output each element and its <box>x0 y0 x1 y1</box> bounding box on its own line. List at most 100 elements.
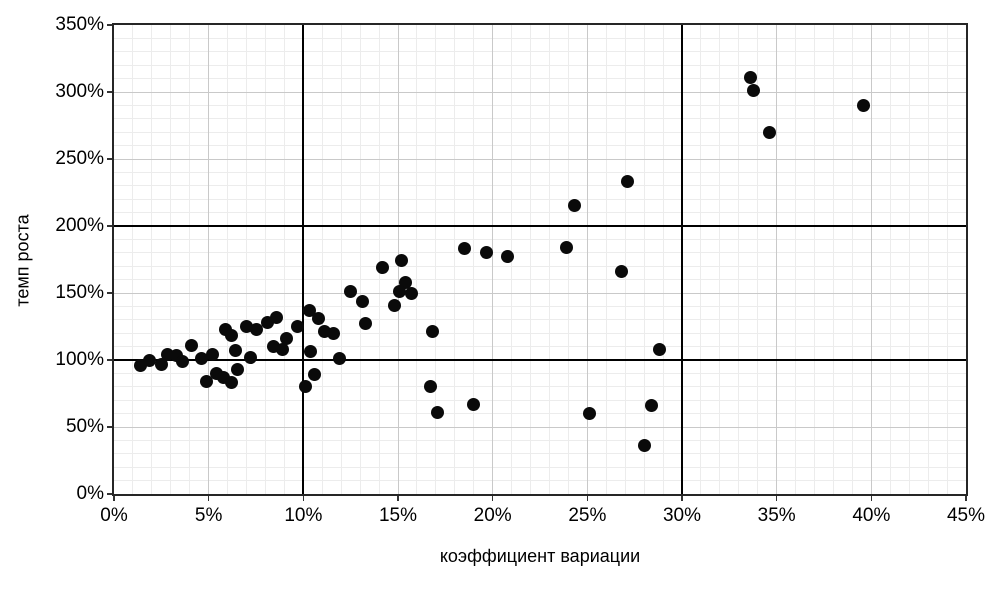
gridline-minor-v <box>454 25 456 494</box>
gridline-minor-v <box>832 25 834 494</box>
gridline-minor-v <box>416 25 418 494</box>
x-axis-tick-label: 20% <box>473 505 512 526</box>
gridline-major-v <box>776 25 778 494</box>
x-axis-tick <box>397 496 399 501</box>
x-axis-tick <box>586 496 589 501</box>
x-axis-tick-label: 10% <box>284 505 323 526</box>
data-point <box>200 374 214 388</box>
data-point <box>224 329 238 343</box>
gridline-minor-h <box>114 332 966 334</box>
y-axis-tick <box>107 359 112 361</box>
gridline-minor-v <box>227 25 229 494</box>
gridline-minor-h <box>114 319 966 321</box>
y-axis-tick-label: 100% <box>55 349 104 370</box>
gridline-major-v <box>586 25 588 494</box>
data-point <box>480 246 494 260</box>
gridline-minor-h <box>114 118 966 120</box>
gridline-minor-h <box>114 252 966 254</box>
gridline-minor-v <box>473 25 475 494</box>
data-point <box>194 352 208 366</box>
data-point <box>359 317 373 331</box>
gridline-minor-v <box>132 25 134 494</box>
gridline-minor-v <box>435 25 437 494</box>
gridline-major-h <box>114 91 966 93</box>
data-point <box>327 326 341 340</box>
data-point <box>567 199 581 213</box>
data-point <box>637 439 651 453</box>
data-point <box>857 98 871 112</box>
gridline-major-v <box>870 25 872 494</box>
data-point <box>387 298 401 312</box>
gridline-minor-v <box>548 25 550 494</box>
gridline-minor-v <box>321 25 323 494</box>
gridline-minor-h <box>114 51 966 53</box>
gridline-major-v <box>302 25 304 494</box>
x-axis-title: коэффициент вариации <box>439 546 641 566</box>
data-point <box>270 310 284 324</box>
gridline-minor-v <box>359 25 361 494</box>
gridline-minor-v <box>908 25 910 494</box>
x-axis-tick-label: 0% <box>100 505 128 526</box>
gridline-major-v <box>208 25 210 494</box>
gridline-major-h <box>114 158 966 160</box>
gridline-minor-h <box>114 198 966 200</box>
gridline-minor-v <box>700 25 702 494</box>
data-point <box>395 254 409 268</box>
y-axis-tick <box>107 493 112 495</box>
gridline-major-h <box>114 426 966 428</box>
y-axis-tick-label: 300% <box>55 81 104 102</box>
gridline-minor-h <box>114 480 966 482</box>
data-point <box>457 242 471 256</box>
y-axis-tick <box>107 158 112 160</box>
reference-line-vertical <box>302 25 305 494</box>
reference-line-vertical <box>681 25 683 494</box>
y-axis-tick <box>107 426 112 428</box>
x-axis-tick <box>681 496 683 501</box>
x-axis-tick-label: 5% <box>194 505 223 526</box>
x-axis-tick <box>965 496 967 501</box>
x-axis-tick <box>870 496 873 501</box>
x-axis-tick-label: 25% <box>568 505 607 526</box>
data-point <box>743 70 757 84</box>
gridline-minor-v <box>567 25 569 494</box>
gridline-minor-v <box>946 25 948 494</box>
y-axis-tick-label: 150% <box>55 282 104 303</box>
gridline-minor-h <box>114 279 966 281</box>
gridline-minor-h <box>114 104 966 106</box>
data-point <box>224 376 238 390</box>
data-point <box>298 380 312 394</box>
data-point <box>205 348 219 362</box>
gridline-minor-v <box>189 25 191 494</box>
gridline-minor-h <box>114 37 966 39</box>
gridline-minor-h <box>114 399 966 401</box>
x-axis-tick-label: 15% <box>378 505 418 526</box>
data-point <box>652 342 666 356</box>
data-point <box>311 311 325 325</box>
data-point <box>614 265 628 279</box>
reference-line-horizontal <box>114 225 966 227</box>
x-axis-tick <box>775 496 778 501</box>
data-point <box>302 303 316 317</box>
data-point <box>645 399 659 413</box>
y-axis-tick-label: 200% <box>55 215 104 236</box>
gridline-minor-v <box>927 25 929 494</box>
x-axis-tick <box>207 496 210 501</box>
data-point <box>431 405 445 419</box>
gridline-major-h <box>114 225 966 227</box>
y-axis-tick-label: 250% <box>55 148 104 169</box>
gridline-minor-h <box>114 413 966 415</box>
plot-area <box>112 23 968 496</box>
gridline-minor-v <box>889 25 891 494</box>
data-point <box>747 84 761 98</box>
gridline-minor-v <box>795 25 797 494</box>
x-axis-tick-label: 30% <box>662 505 702 526</box>
data-point <box>291 320 305 333</box>
data-point <box>560 240 573 254</box>
y-axis-tick-label: 350% <box>55 14 104 35</box>
gridline-major-v <box>681 25 683 494</box>
x-axis-tick <box>491 496 494 501</box>
x-axis-tick-label: 35% <box>757 505 796 526</box>
x-axis-tick <box>302 496 305 501</box>
gridline-major-h <box>114 359 966 361</box>
